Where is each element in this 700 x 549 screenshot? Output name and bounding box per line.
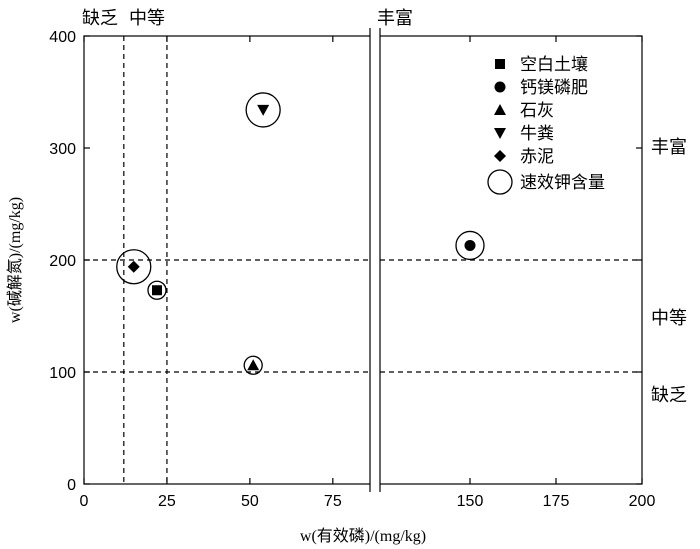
legend-label: 牛粪 bbox=[520, 124, 554, 144]
axis-break-gap bbox=[370, 35, 380, 485]
legend-marker-diamond bbox=[494, 150, 506, 162]
legend-marker-triangle-down bbox=[494, 128, 506, 139]
data-point-triangle-up bbox=[247, 359, 260, 371]
legend-ring-icon bbox=[487, 169, 513, 195]
legend-marker-circle bbox=[494, 81, 506, 93]
potassium-ring bbox=[455, 230, 485, 261]
legend-marker-square bbox=[495, 59, 505, 69]
region-label-right-deficient: 缺乏 bbox=[651, 385, 687, 406]
legend-label: 钙镁磷肥 bbox=[520, 78, 588, 98]
data-point-circle bbox=[464, 239, 476, 251]
legend-marker-triangle-up bbox=[494, 104, 506, 115]
region-label-top-rich: 丰富 bbox=[377, 8, 413, 29]
data-markers bbox=[116, 92, 485, 375]
legend-label-ring: 速效钾含量 bbox=[520, 173, 605, 193]
x-tick-label: 175 bbox=[543, 493, 570, 510]
legend-label: 赤泥 bbox=[520, 147, 554, 167]
potassium-ring bbox=[243, 355, 263, 375]
region-label-right-medium: 中等 bbox=[651, 308, 687, 329]
y-tick-label: 0 bbox=[67, 477, 76, 494]
x-tick-label: 50 bbox=[241, 493, 259, 510]
y-tick-label: 300 bbox=[49, 141, 76, 158]
x-tick-label: 75 bbox=[324, 493, 342, 510]
x-tick-label: 25 bbox=[158, 493, 176, 510]
legend-label: 空白土壤 bbox=[520, 54, 588, 75]
region-label-right-rich: 丰富 bbox=[651, 137, 687, 158]
x-tick-label: 200 bbox=[629, 493, 656, 510]
data-point-square bbox=[151, 285, 162, 296]
plot-area: 0 100 200 300 400 0 25 50 75 150 175 200 bbox=[49, 28, 655, 510]
x-tick-label: 0 bbox=[80, 493, 89, 510]
x-axis-title: w(有效磷)/(mg/kg) bbox=[300, 527, 426, 545]
potassium-ring bbox=[147, 280, 167, 300]
y-axis-title: w(碱解氮)/(mg/kg) bbox=[6, 197, 24, 323]
data-point-triangle-down bbox=[257, 104, 270, 116]
potassium-ring bbox=[245, 92, 281, 128]
data-point-diamond bbox=[127, 260, 140, 273]
region-label-top-medium: 中等 bbox=[129, 8, 165, 29]
region-label-top-deficient: 缺乏 bbox=[82, 8, 118, 29]
potassium-ring bbox=[116, 249, 152, 285]
y-tick-label: 100 bbox=[49, 365, 76, 382]
x-tick-label: 150 bbox=[457, 493, 484, 510]
y-tick-label: 400 bbox=[49, 29, 76, 46]
y-tick-label: 200 bbox=[49, 253, 76, 270]
labels: 缺乏 中等 丰富 丰富 中等 缺乏 w(有效磷)/(mg/kg) w(碱解氮)/… bbox=[6, 8, 687, 545]
legend-label: 石灰 bbox=[520, 101, 554, 121]
